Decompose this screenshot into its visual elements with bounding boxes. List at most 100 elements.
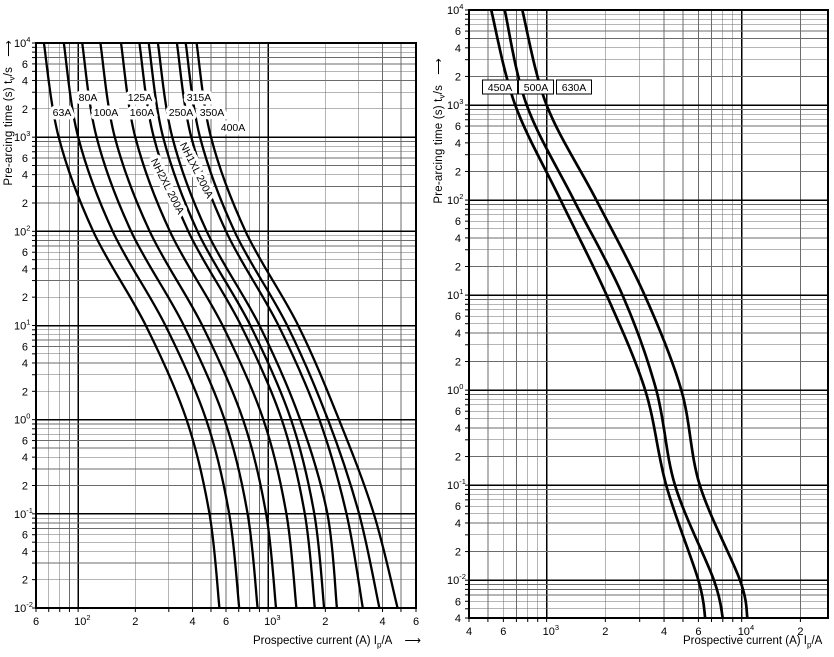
curve-315a — [175, 42, 364, 609]
tick-exponent: 4 — [750, 623, 754, 632]
curve-125a — [99, 42, 278, 609]
tick-label: 2 — [455, 357, 461, 369]
tick-label: 4 — [22, 264, 28, 276]
tick-exponent: -2 — [459, 572, 466, 581]
x-axis-title-text: Prospective current (A) I — [253, 635, 377, 647]
tick-label: 6 — [500, 626, 506, 638]
tick-label: 6 — [455, 216, 461, 228]
tick-label: 4 — [455, 138, 461, 150]
y-axis-title-right: Pre-arcing time (s) tv/s ⟶ — [432, 58, 446, 204]
curve-630a — [520, 9, 749, 619]
curve-label-group: 125A — [124, 89, 156, 108]
tick-label: 6 — [22, 436, 28, 448]
tick-label: 4 — [22, 452, 28, 464]
tick-label: 6 — [22, 153, 28, 165]
x-axis-title-post: /A — [381, 635, 392, 647]
tick-exponent: -1 — [26, 506, 33, 515]
y-axis-title-text: Pre-arcing time (s) t — [3, 80, 15, 186]
tick-label: 2 — [22, 292, 28, 304]
tick-label: 4 — [455, 518, 461, 530]
tick-label: 10-1 — [447, 477, 466, 492]
curve-63a — [42, 42, 221, 609]
tick-label: 6 — [455, 406, 461, 418]
curves — [489, 9, 749, 619]
tick-label: 4 — [661, 626, 667, 638]
tick-label: 4 — [455, 423, 461, 435]
tick-exponent: 3 — [555, 623, 559, 632]
tick-exponent: -1 — [459, 477, 466, 486]
curve-label-box — [518, 79, 554, 95]
y-axis-title-left: Pre-arcing time (s) tv/s ⟶ — [2, 40, 16, 186]
curve-label: 63A — [53, 107, 72, 119]
x-axis-title-right: Prospective current (A) Ip/A ⟶ — [683, 633, 834, 649]
tick-label: 6 — [455, 596, 461, 608]
tick-label: 103 — [447, 97, 463, 112]
tick-label: 6 — [413, 616, 419, 628]
tick-exponent: 1 — [26, 318, 30, 327]
tick-label: 6 — [22, 341, 28, 353]
curve-100a — [81, 42, 259, 609]
tick-exponent: 3 — [459, 97, 463, 106]
tick-label: 102 — [14, 223, 30, 238]
curve-label: 315A — [187, 92, 212, 104]
chart-right: 4 6 103 2 4 6 104 24610-224610-1246100246101246… — [447, 2, 829, 638]
tick-label: 4 — [455, 613, 461, 625]
curve-label-group: 160A — [126, 104, 158, 123]
tick-label: 6 — [455, 501, 461, 513]
y-axis-title-sub: v — [7, 76, 17, 81]
chart-left: 6 102 2 4 6 103 2 4 610-224610-12461002461012461… — [14, 35, 419, 628]
tick-exponent: 2 — [86, 613, 90, 622]
curve-label-group: 350A — [196, 104, 228, 123]
right-arrow-icon: ⟶ — [822, 635, 834, 647]
tick-label: 101 — [447, 287, 463, 302]
x-axis-title-text: Prospective current (A) I — [683, 635, 807, 647]
curve-400a — [195, 42, 399, 609]
tick-label: 6 — [455, 26, 461, 38]
tick-label: 103 — [14, 129, 30, 144]
tick-exponent: 3 — [276, 613, 280, 622]
tick-label: 4 — [455, 233, 461, 245]
curve-250a — [156, 42, 339, 609]
y-axis-title-sub: v — [437, 94, 447, 99]
plot-border — [468, 9, 829, 619]
curve-nh2xl-200a — [138, 42, 316, 609]
curve-label: 630A — [562, 82, 587, 94]
curve-label-group: 630A — [562, 82, 587, 94]
tick-label: 101 — [14, 318, 30, 333]
curve-labels: 450A 500A 630A — [482, 79, 592, 95]
tick-label: 6 — [455, 121, 461, 133]
tick-label: 2 — [22, 198, 28, 210]
curve-label: 100A — [94, 107, 119, 119]
tick-label: 4 — [22, 170, 28, 182]
curve-label-group: 400A — [217, 119, 249, 138]
tick-label: 2 — [22, 104, 28, 116]
tick-label: 4 — [379, 616, 385, 628]
grid — [468, 9, 828, 619]
tick-label: 2 — [22, 480, 28, 492]
tick-label: 4 — [455, 43, 461, 55]
tick-label: 4 — [189, 616, 195, 628]
tick-label: 2 — [455, 71, 461, 83]
tick-label: 102 — [447, 192, 463, 207]
curve-label: 500A — [524, 82, 549, 94]
tick-label: 2 — [602, 626, 608, 638]
x-axis-title-post: /A — [811, 635, 822, 647]
tick-exponent: 2 — [26, 223, 30, 232]
tick-label: 103 — [543, 623, 559, 638]
tick-label: 6 — [455, 311, 461, 323]
tick-label: 102 — [74, 613, 90, 628]
curve-label-group: 250A — [165, 104, 197, 123]
tick-exponent: 4 — [26, 35, 30, 44]
tick-label: 2 — [455, 452, 461, 464]
tick-label: 2 — [455, 166, 461, 178]
curve-label-group: 500A — [524, 82, 549, 94]
tick-label: 4 — [22, 358, 28, 370]
tick-label: 6 — [22, 530, 28, 542]
curve-label-group: 315A — [183, 89, 215, 108]
y-axis-title-post: /s — [433, 84, 445, 95]
tick-label: 104 — [14, 35, 30, 50]
up-arrow-icon: ⟶ — [3, 40, 15, 67]
curve-label-group: 450A — [488, 82, 513, 94]
